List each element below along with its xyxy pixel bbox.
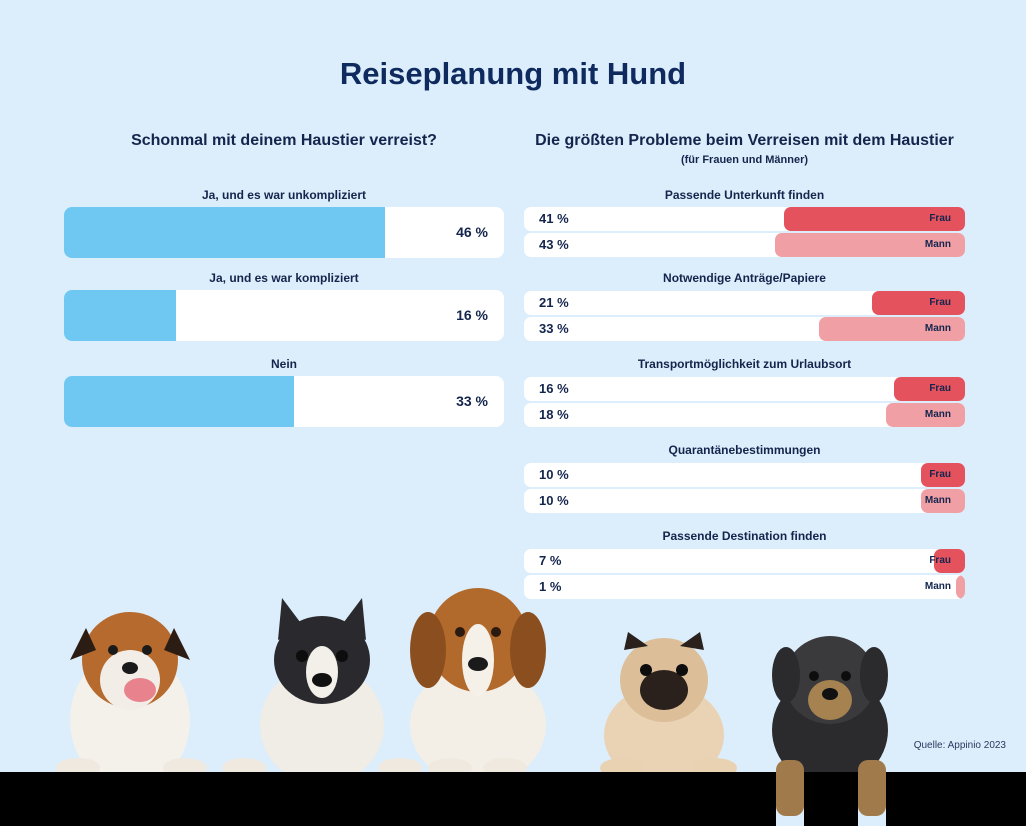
data-label: 33 % [456,393,488,409]
bar-track: 46 % [64,207,504,258]
series-label-frau: Frau [929,555,951,566]
bar-mann [885,403,965,427]
bar-mann [775,233,965,257]
series-label-frau: Frau [929,213,951,224]
category-label: Nein [270,357,297,371]
french-bulldog-dog [222,598,422,785]
series-label-mann: Mann [924,323,951,334]
series-label-mann: Mann [924,581,951,592]
bar-track: 41 % Frau [524,207,965,231]
series-label-frau: Frau [929,383,951,394]
bar-mann [819,317,965,341]
left-chart-title: Schonmal mit deinem Haustier verreist? [131,132,437,149]
bar-track: 21 % Frau [524,291,965,315]
right-chart-subtitle: (für Frauen und Männer) [680,154,809,166]
data-label: 7 % [539,553,562,568]
category-label: Quarantänebestimmungen [668,443,821,457]
beagle-dog [410,588,546,785]
data-label: 43 % [539,237,569,252]
bar [64,290,176,341]
data-label: 21 % [539,295,569,310]
bar-mann [920,489,965,513]
data-label: 16 % [456,307,488,323]
category-label: Ja, und es war kompliziert [209,271,359,285]
category-label: Passende Unterkunft finden [664,188,825,202]
data-label: 10 % [539,467,569,482]
series-label-mann: Mann [924,409,951,420]
bar-mann [956,575,965,599]
series-label-frau: Frau [929,297,951,308]
data-label: 46 % [456,224,488,240]
data-label: 18 % [539,407,569,422]
data-label: 16 % [539,381,569,396]
bar [64,207,386,258]
series-label-frau: Frau [929,469,951,480]
bar-track: 16 % [64,290,504,341]
dogs-photo [0,588,1026,826]
bar-track: 7 % Frau [524,549,965,573]
series-label-mann: Mann [924,239,951,250]
bar-frau [784,207,965,231]
bar-track: 16 % Frau [524,377,965,401]
wirehaired-dog [772,636,888,816]
bar-frau [934,549,965,573]
data-label: 10 % [539,493,569,508]
data-label: 1 % [539,579,562,594]
pug-dog [600,632,737,785]
bar-track: 10 % Mann [524,489,965,513]
jack-russell-dog [56,612,207,790]
data-label: 41 % [539,211,569,226]
bar-frau [894,377,965,401]
category-label: Transportmöglichkeit zum Urlaubsort [637,357,852,371]
bar [64,376,295,427]
bar-track: 33 % [64,376,504,427]
bar-frau [872,291,965,315]
bar-track: 43 % Mann [524,233,965,257]
category-label: Ja, und es war unkompliziert [201,188,367,202]
series-label-mann: Mann [924,495,951,506]
bar-track: 33 % Mann [524,317,965,341]
source-note: Quelle: Appinio 2023 [913,740,1006,751]
bar-track: 1 % Mann [524,575,965,599]
page-title: Reiseplanung mit Hund [339,56,687,91]
category-label: Passende Destination finden [662,529,827,543]
right-chart-title: Die größten Probleme beim Verreisen mit … [535,132,954,149]
bar-frau [920,463,965,487]
category-label: Notwendige Anträge/Papiere [663,271,826,285]
data-label: 33 % [539,321,569,336]
bar-track: 18 % Mann [524,403,965,427]
bar-track: 10 % Frau [524,463,965,487]
